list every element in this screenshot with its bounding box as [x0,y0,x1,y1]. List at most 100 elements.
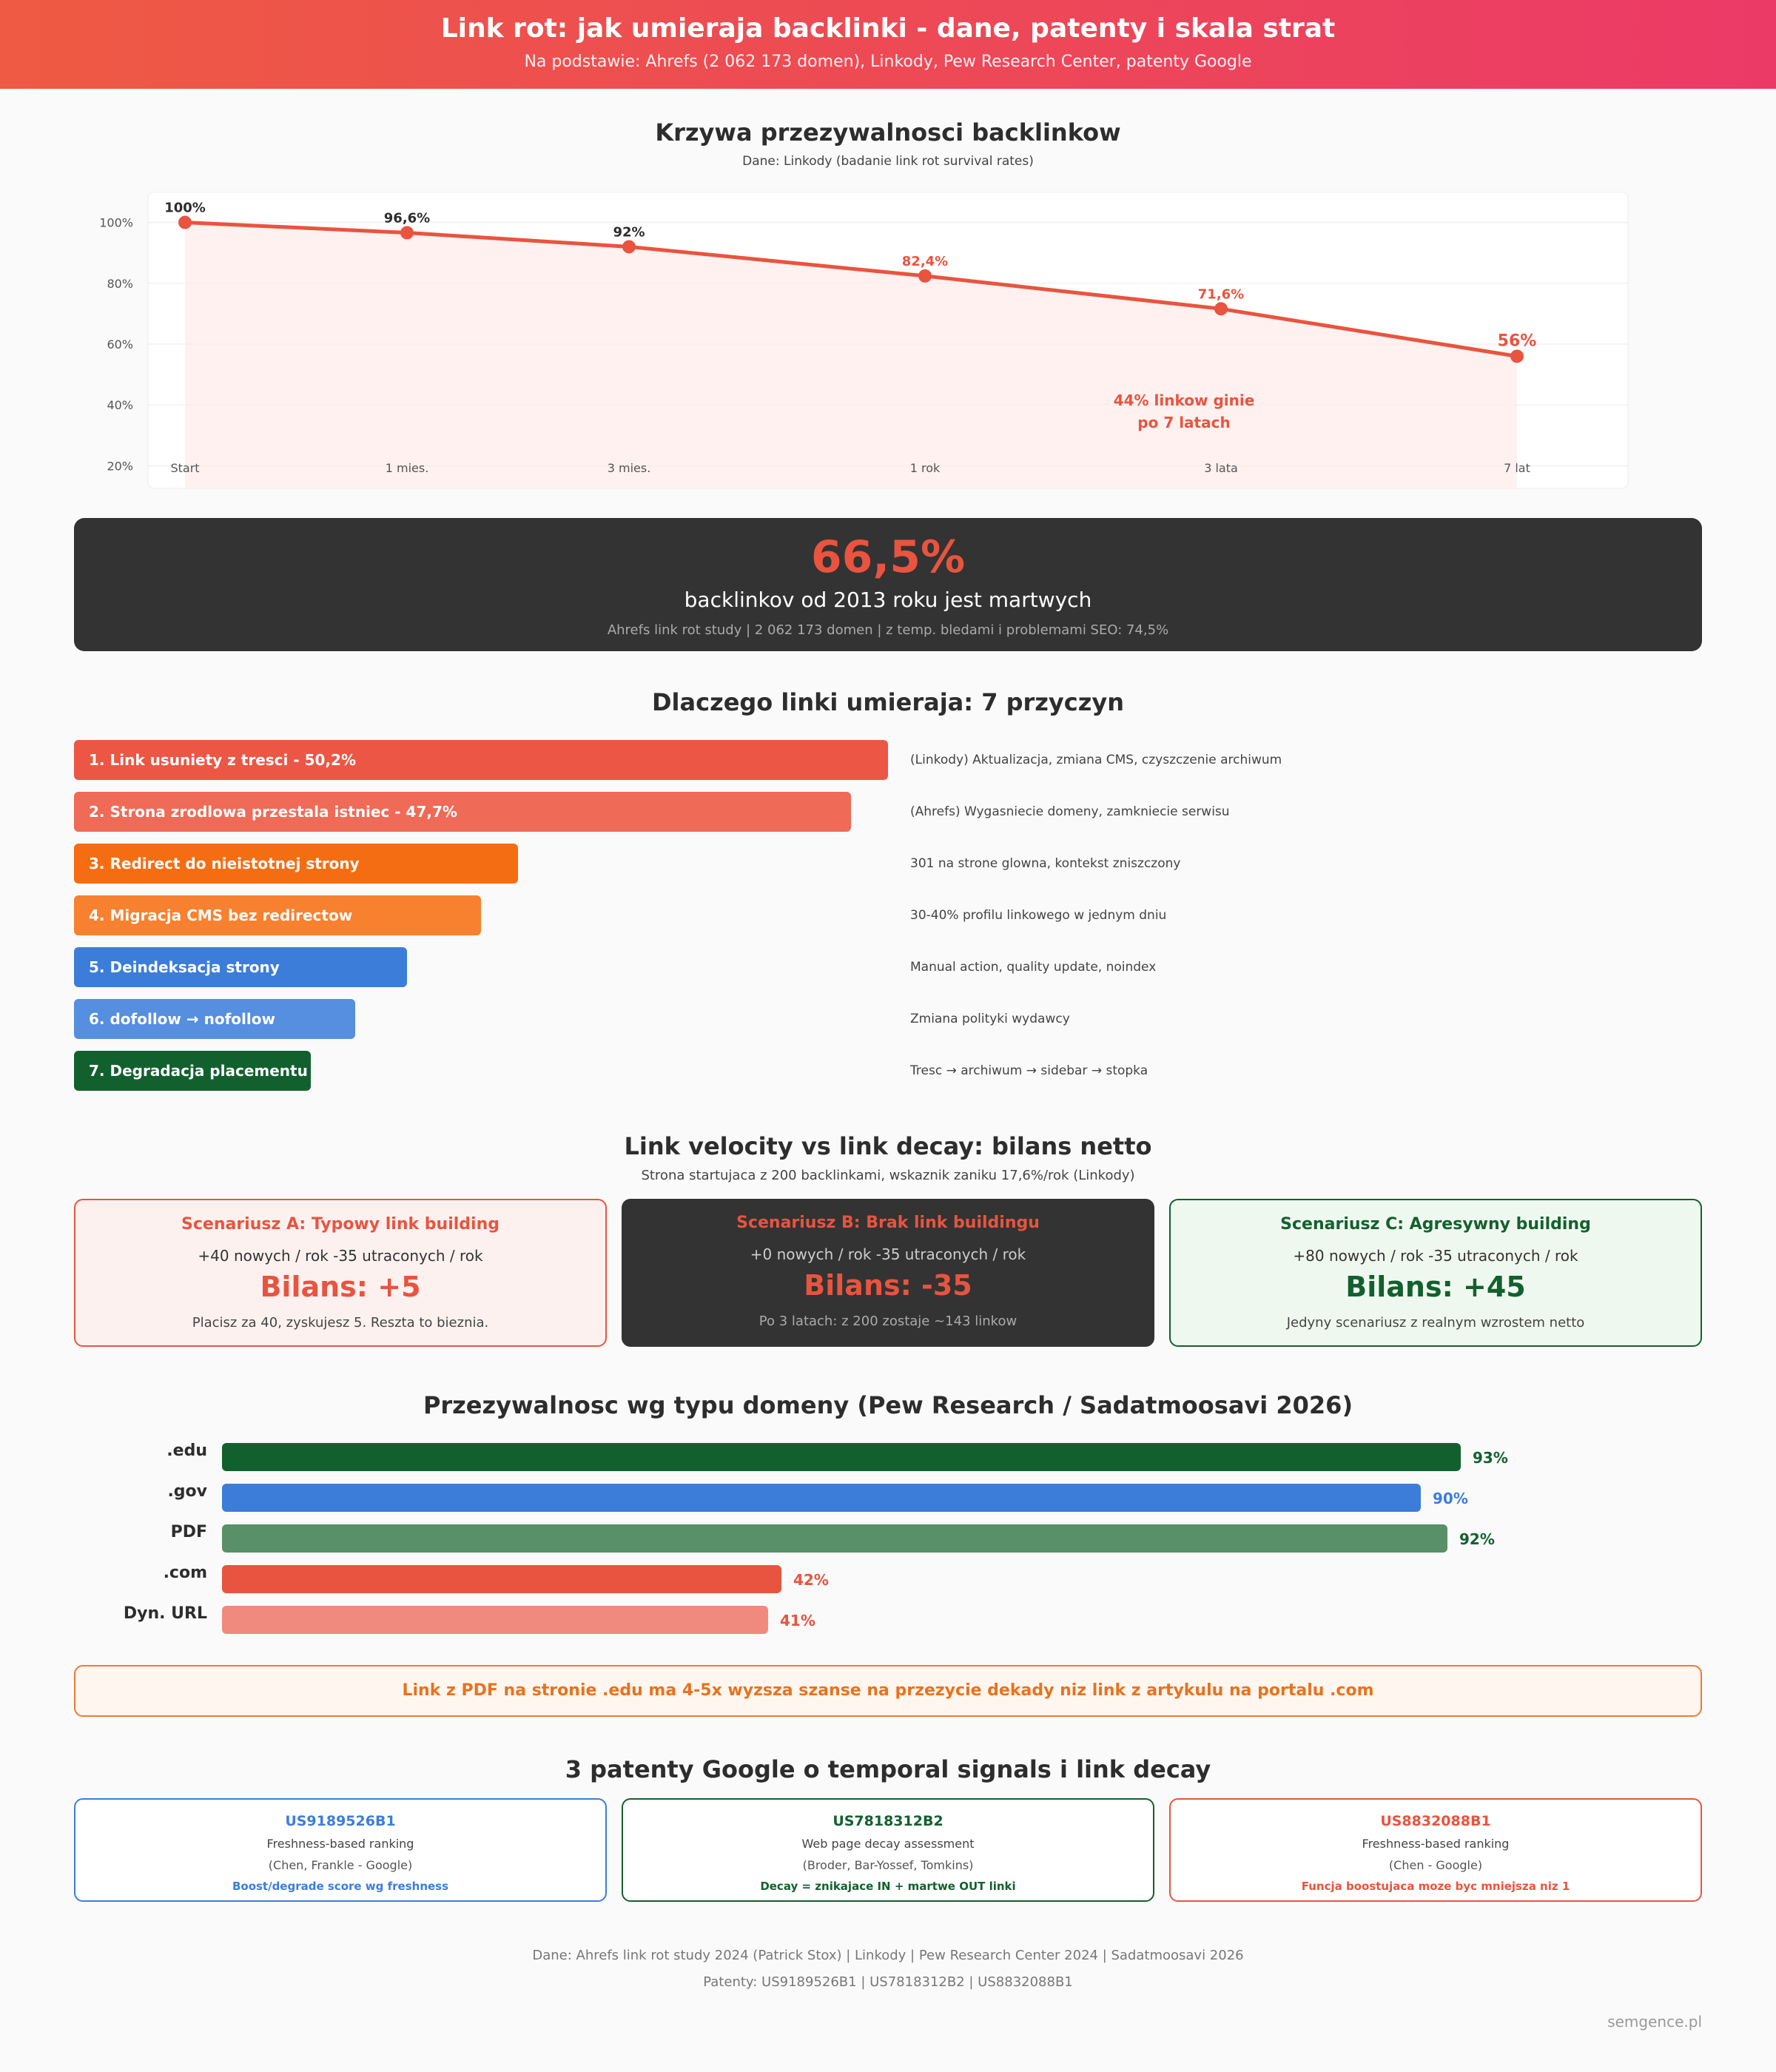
x-tick-label: 7 lat [1504,461,1530,475]
patent-2-desc: Web page decay assessment [801,1837,975,1851]
scenario-a-balance: Bilans: +5 [260,1271,421,1303]
y-tick-label: 40% [107,398,133,412]
page-title: Link rot: jak umieraja backlinki - dane,… [440,13,1336,44]
domain-bar [222,1443,1461,1471]
domain-label: .edu [166,1442,207,1460]
survival-data-label: 92% [613,224,645,240]
survival-point [178,215,192,229]
cause-note: (Ahrefs) Wygasniecie domeny, zamkniecie … [910,804,1230,819]
patent-card-1: US9189526B1 Freshness-based ranking (Che… [74,1798,607,1902]
survival-point [400,226,414,240]
scenario-c-card: Scenariusz C: Agresywny building +80 now… [1169,1199,1702,1347]
patent-1-id: US9189526B1 [285,1813,396,1829]
survival-source: Dane: Linkody (badanie link rot survival… [742,154,1034,169]
footer-sources: Dane: Ahrefs link rot study 2024 (Patric… [532,1948,1244,1963]
domain-label: Dyn. URL [123,1604,207,1623]
survival-data-label: 82,4% [902,254,948,269]
scenario-a-formula: +40 nowych / rok -35 utraconych / rok [198,1247,483,1265]
cause-bar: 3. Redirect do nieistotnej strony [74,844,518,884]
survival-data-label: 96,6% [384,211,430,226]
cause-bar: 2. Strona zrodlowa przestala istniec - 4… [74,792,851,832]
patent-2-id: US7818312B2 [832,1813,944,1829]
cause-note: (Linkody) Aktualizacja, zmiana CMS, czys… [910,753,1282,767]
cause-note: 301 na strone glowna, kontekst zniszczon… [910,856,1181,871]
scenario-a-card: Scenariusz A: Typowy link building +40 n… [74,1199,607,1347]
survival-point [622,240,636,254]
survival-data-label: 56% [1498,332,1537,350]
chart-annotation-line2: po 7 latach [1137,414,1230,431]
domain-value-label: 41% [780,1612,815,1629]
brand-link[interactable]: semgence.pl [1607,2013,1702,2031]
patent-3-desc: Freshness-based ranking [1362,1837,1510,1851]
survival-point [918,269,932,283]
patents-title: 3 patenty Google o temporal signals i li… [565,1755,1211,1783]
cause-bar: 6. dofollow → nofollow [74,999,355,1039]
domain-label: .gov [167,1482,207,1501]
domain-value-label: 92% [1459,1530,1495,1548]
cause-note: 30-40% profilu linkowego w jednym dniu [910,908,1167,923]
scenario-a-title: Scenariusz A: Typowy link building [181,1215,500,1234]
patent-3-key: Funcja boostujaca moze byc mniejsza niz … [1301,1880,1570,1893]
domain-bar [222,1524,1447,1553]
domain-bar [222,1484,1421,1512]
domains-title: Przezywalnosc wg typu domeny (Pew Resear… [423,1391,1353,1419]
patent-1-desc: Freshness-based ranking [266,1837,414,1851]
stat-source: Ahrefs link rot study | 2 062 173 domen … [607,622,1169,638]
scenario-c-formula: +80 nowych / rok -35 utraconych / rok [1293,1247,1578,1265]
survival-point [1510,349,1524,363]
scenario-b-title: Scenariusz B: Brak link buildingu [736,1214,1040,1232]
survival-data-label: 100% [164,201,206,216]
patent-3-authors: (Chen - Google) [1388,1858,1483,1872]
domain-label: PDF [170,1523,207,1541]
scenario-a-note: Placisz za 40, zyskujesz 5. Reszta to bi… [192,1315,489,1331]
survival-point [1214,302,1228,316]
patent-card-2: US7818312B2 Web page decay assessment (B… [622,1798,1154,1902]
x-tick-label: Start [170,461,199,475]
cause-note: Tresc → archiwum → sidebar → stopka [910,1063,1148,1078]
domain-value-label: 42% [793,1571,829,1589]
x-tick-label: 3 lata [1204,461,1238,475]
y-tick-label: 60% [107,337,133,352]
pdf-edu-note: Link z PDF na stronie .edu ma 4-5x wyzsz… [74,1665,1702,1717]
causes-title: Dlaczego linki umieraja: 7 przyczyn [651,688,1125,716]
scenario-b-note: Po 3 latach: z 200 zostaje ~143 linkow [758,1314,1018,1329]
chart-annotation-line1: 44% linkow ginie [1114,391,1255,409]
cause-bar: 4. Migracja CMS bez redirectow [74,895,481,935]
patent-3-id: US8832088B1 [1380,1813,1491,1829]
dead-links-stat: 66,5% backlinkov od 2013 roku jest martw… [74,518,1702,651]
scenario-c-note: Jedyny scenariusz z realnym wzrostem net… [1286,1315,1585,1331]
scenario-c-title: Scenariusz C: Agresywny building [1280,1215,1591,1234]
patent-1-authors: (Chen, Frankle - Google) [268,1858,413,1872]
y-tick-label: 20% [107,459,133,473]
y-tick-label: 80% [107,277,133,291]
domain-value-label: 90% [1433,1490,1468,1507]
cause-bar: 7. Degradacja placementu [74,1051,311,1091]
domain-value-label: 93% [1473,1449,1508,1467]
y-tick-label: 100% [99,216,133,230]
domain-bar [222,1565,781,1593]
page-subtitle: Na podstawie: Ahrefs (2 062 173 domen), … [524,53,1252,71]
cause-bar: 5. Deindeksacja strony [74,947,407,987]
x-tick-label: 1 mies. [386,461,429,475]
x-tick-label: 3 mies. [608,461,651,475]
cause-note: Zmiana polityki wydawcy [910,1012,1070,1026]
survival-data-label: 71,6% [1198,286,1244,302]
footer-patents: Patenty: US9189526B1 | US7818312B2 | US8… [703,1974,1073,1990]
x-tick-label: 1 rok [910,461,941,475]
patent-2-key: Decay = znikajace IN + martwe OUT linki [760,1880,1016,1893]
scenario-b-card: Scenariusz B: Brak link buildingu +0 now… [622,1199,1154,1347]
stat-value: 66,5% [810,531,966,583]
patent-card-3: US8832088B1 Freshness-based ranking (Che… [1169,1798,1702,1902]
velocity-subtitle: Strona startujaca z 200 backlinkami, wsk… [641,1168,1135,1183]
scenario-c-balance: Bilans: +45 [1345,1271,1526,1303]
survival-area [185,222,1517,488]
survival-title: Krzywa przezywalnosci backlinkow [655,118,1121,147]
patent-2-authors: (Broder, Bar-Yossef, Tomkins) [802,1858,974,1872]
domain-label: .com [163,1564,207,1582]
patent-1-key: Boost/degrade score wg freshness [232,1880,449,1893]
cause-bar: 1. Link usuniety z tresci - 50,2% [74,740,888,780]
stat-label: backlinkov od 2013 roku jest martwych [684,588,1092,612]
survival-line [184,221,1518,358]
domain-bar [222,1606,768,1634]
velocity-title: Link velocity vs link decay: bilans nett… [624,1132,1152,1160]
